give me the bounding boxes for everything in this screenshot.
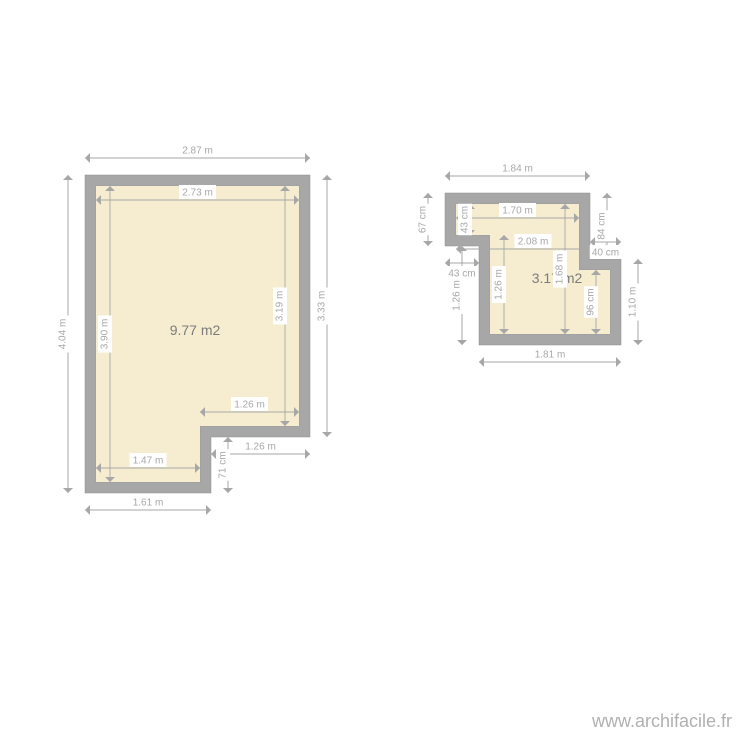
dimension-label: 96 cm (586, 288, 597, 315)
dimension-label: 1.84 m (502, 164, 533, 175)
dimension-label: 71 cm (218, 451, 229, 478)
dimension-label: 43 cm (448, 269, 475, 280)
dimension: 1.26 m (450, 246, 467, 345)
dimension: 1.84 m (445, 161, 590, 181)
dimension: 67 cm (416, 193, 433, 246)
dimension: 2.87 m (85, 143, 310, 163)
dimension-label: 2.73 m (182, 188, 213, 199)
dimension-label: 3.33 m (317, 291, 328, 322)
dimension-label: 3.90 m (100, 319, 111, 350)
dimension-label: 1.70 m (502, 206, 533, 217)
dimension-label: 1.26 m (494, 269, 505, 300)
area-label: 9.77 m2 (170, 322, 221, 338)
dimension: 3.33 m (315, 175, 332, 437)
dimension-label: 84 cm (597, 212, 608, 239)
dimension: 1.61 m (85, 495, 211, 515)
dimension-label: 1.68 m (555, 254, 566, 285)
floorplan-canvas: 9.77 m2 2.73 m 3.19 m 1.26 m 1.47 m 3.90 m 2.8… (0, 0, 750, 750)
dimension-label: 1.10 m (628, 287, 639, 318)
dimension-label: 3.19 m (275, 291, 286, 322)
dimension-label: 40 cm (592, 248, 619, 259)
dimension-label: 1.26 m (245, 442, 276, 453)
dimension-label: 1.26 m (234, 400, 265, 411)
dimension-label: 2.08 m (518, 237, 549, 248)
dimension-label: 1.26 m (452, 280, 463, 311)
dimension-label: 43 cm (460, 206, 471, 233)
dimension-label: 1.47 m (133, 456, 164, 467)
dimension-label: 1.61 m (133, 498, 164, 509)
dimension: 1.10 m (626, 259, 643, 345)
dimension-label: 67 cm (418, 206, 429, 233)
watermark-link[interactable]: www.archifacile.fr (592, 711, 732, 732)
dimension: 1.81 m (479, 347, 621, 367)
dimension-label: 2.87 m (182, 146, 213, 157)
dimension-label: 4.04 m (58, 319, 69, 350)
dimension: 4.04 m (56, 175, 73, 493)
dimension: 71 cm (216, 437, 233, 493)
dimension-label: 1.81 m (535, 350, 566, 361)
